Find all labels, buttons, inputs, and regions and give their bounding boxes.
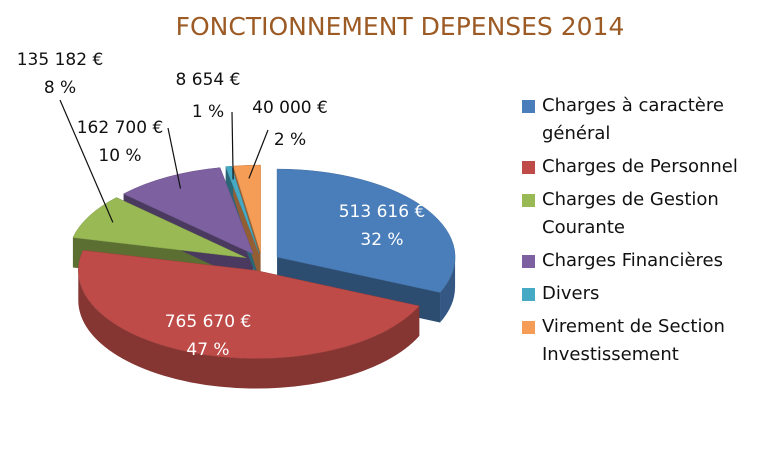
legend-label: Virement de Section Investissement <box>542 316 725 365</box>
slice-wall <box>440 257 456 323</box>
data-label: 8 654 € <box>176 70 241 90</box>
slice-wall <box>78 270 420 389</box>
legend-swatch <box>522 100 535 113</box>
data-label: 162 700 € <box>77 118 164 138</box>
legend-item: Virement de Section Investissement <box>520 313 755 369</box>
legend-swatch <box>522 194 535 207</box>
chart-title: FONCTIONNEMENT DEPENSES 2014 <box>176 12 625 41</box>
slice <box>225 165 260 254</box>
slice <box>72 197 247 258</box>
leader-line <box>231 111 234 180</box>
data-label: 513 616 € <box>339 202 426 222</box>
data-label: 765 670 € <box>165 312 252 332</box>
legend: Charges à caractère général Charges de Pe… <box>520 92 755 374</box>
slice <box>123 167 254 255</box>
legend-swatch <box>522 255 535 268</box>
percent-label: 32 % <box>360 230 403 250</box>
leader-line <box>167 127 182 189</box>
legend-swatch <box>522 321 535 334</box>
legend-label: Charges de Personnel <box>542 156 738 177</box>
legend-item: Divers <box>520 280 755 308</box>
leader-line <box>248 129 269 179</box>
percent-label: 47 % <box>186 340 229 360</box>
legend-label: Divers <box>542 283 600 304</box>
legend-item: Charges de Personnel <box>520 153 755 181</box>
legend-item: Charges à caractère général <box>520 92 755 148</box>
slice <box>78 250 420 359</box>
leader-line <box>59 99 114 223</box>
legend-label: Charges Financières <box>542 250 724 271</box>
slice <box>276 168 456 293</box>
data-label: 40 000 € <box>252 98 328 118</box>
percent-label: 8 % <box>44 78 76 98</box>
legend-item: Charges de Gestion Courante <box>520 186 755 242</box>
percent-label: 10 % <box>98 146 141 166</box>
percent-label: 2 % <box>274 130 306 150</box>
legend-label: Charges de Gestion Courante <box>542 189 719 238</box>
data-label: 135 182 € <box>17 50 104 70</box>
legend-label: Charges à caractère général <box>542 95 724 144</box>
legend-item: Charges Financières <box>520 247 755 275</box>
legend-swatch <box>522 161 535 174</box>
percent-label: 1 % <box>192 102 224 122</box>
legend-swatch <box>522 288 535 301</box>
